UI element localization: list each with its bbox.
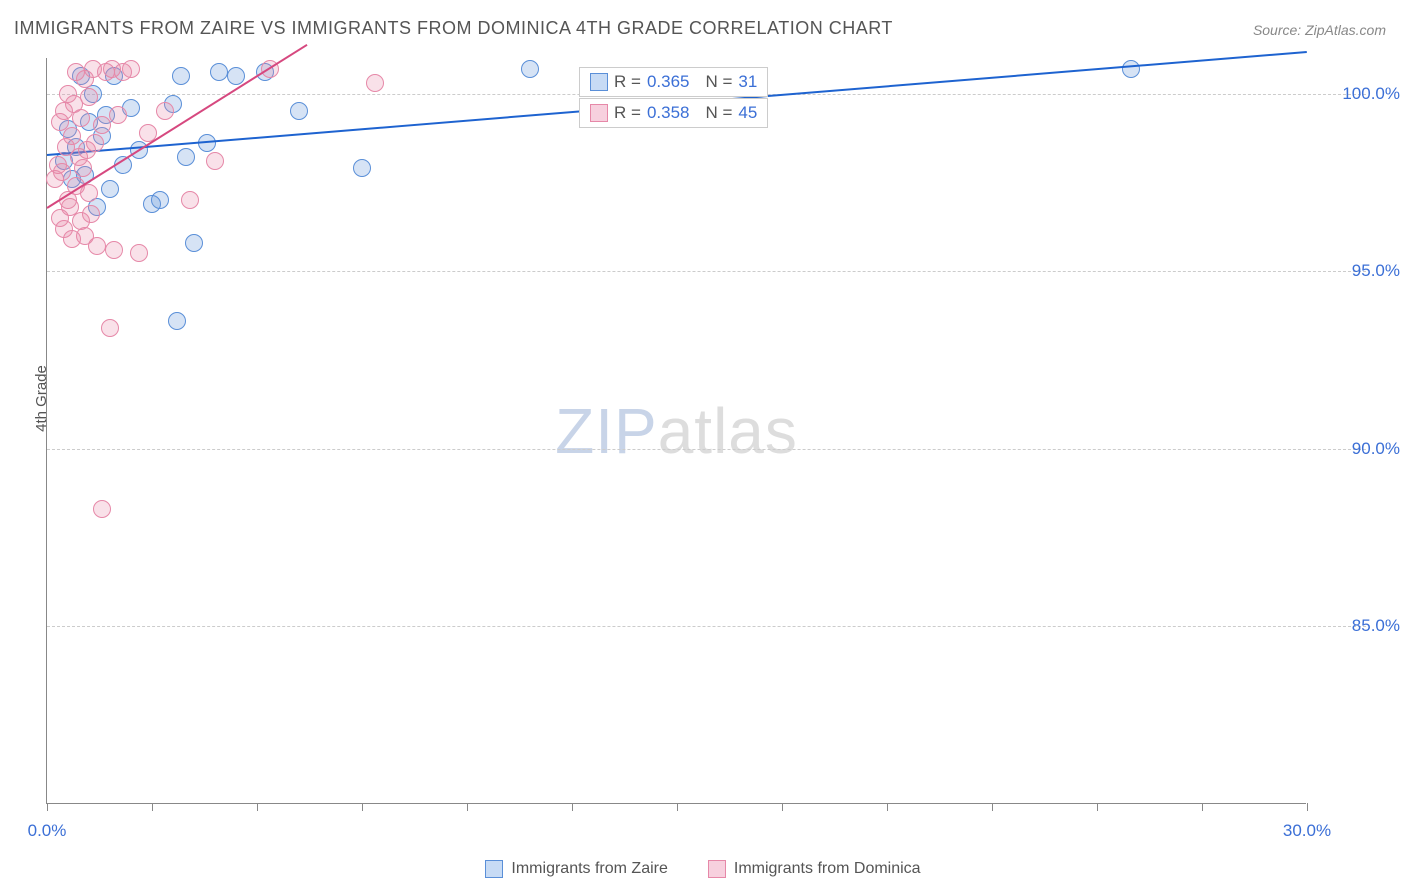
data-point-zaire <box>168 312 186 330</box>
data-point-zaire <box>177 148 195 166</box>
data-point-dominica <box>366 74 384 92</box>
legend-label: Immigrants from Dominica <box>734 860 921 878</box>
x-tick <box>992 803 993 811</box>
x-tick <box>257 803 258 811</box>
legend-item-dominica: Immigrants from Dominica <box>708 860 921 878</box>
data-point-dominica <box>101 319 119 337</box>
x-tick <box>467 803 468 811</box>
x-tick <box>1307 803 1308 811</box>
stats-n-value: 45 <box>738 103 757 123</box>
x-tick <box>782 803 783 811</box>
scatter-plot: ZIPatlas 100.0%95.0%90.0%85.0%0.0%30.0%R… <box>46 58 1306 804</box>
stats-r-value: 0.358 <box>647 103 690 123</box>
x-tick <box>572 803 573 811</box>
x-tick <box>887 803 888 811</box>
data-point-dominica <box>80 88 98 106</box>
watermark-part1: ZIP <box>555 395 658 467</box>
data-point-zaire <box>210 63 228 81</box>
watermark-part2: atlas <box>658 395 798 467</box>
data-point-dominica <box>82 205 100 223</box>
y-tick-label: 95.0% <box>1312 261 1400 281</box>
data-point-dominica <box>53 163 71 181</box>
x-tick <box>362 803 363 811</box>
grid-line <box>47 449 1366 450</box>
data-point-dominica <box>86 134 104 152</box>
chart-title: IMMIGRANTS FROM ZAIRE VS IMMIGRANTS FROM… <box>14 18 893 39</box>
legend: Immigrants from Zaire Immigrants from Dom… <box>0 860 1406 878</box>
stats-swatch-zaire <box>590 73 608 91</box>
stats-r-label: R = <box>614 72 641 92</box>
stats-r-label: R = <box>614 103 641 123</box>
data-point-dominica <box>206 152 224 170</box>
data-point-dominica <box>74 159 92 177</box>
data-point-dominica <box>181 191 199 209</box>
data-point-zaire <box>227 67 245 85</box>
y-tick-label: 100.0% <box>1312 84 1400 104</box>
x-tick <box>152 803 153 811</box>
data-point-dominica <box>93 116 111 134</box>
x-tick-label: 0.0% <box>28 821 67 841</box>
data-point-zaire <box>101 180 119 198</box>
source-attribution: Source: ZipAtlas.com <box>1253 22 1386 38</box>
data-point-dominica <box>122 60 140 78</box>
data-point-zaire <box>521 60 539 78</box>
legend-item-zaire: Immigrants from Zaire <box>485 860 667 878</box>
data-point-zaire <box>290 102 308 120</box>
data-point-zaire <box>1122 60 1140 78</box>
grid-line <box>47 626 1366 627</box>
x-tick <box>1097 803 1098 811</box>
x-tick-label: 30.0% <box>1283 821 1331 841</box>
y-tick-label: 85.0% <box>1312 616 1400 636</box>
x-tick <box>47 803 48 811</box>
legend-swatch-zaire <box>485 860 503 878</box>
stats-n-label: N = <box>705 72 732 92</box>
grid-line <box>47 271 1366 272</box>
data-point-zaire <box>172 67 190 85</box>
x-tick <box>1202 803 1203 811</box>
x-tick <box>677 803 678 811</box>
stats-r-value: 0.365 <box>647 72 690 92</box>
stats-n-value: 31 <box>738 72 757 92</box>
data-point-dominica <box>109 106 127 124</box>
legend-label: Immigrants from Zaire <box>511 860 667 878</box>
stats-swatch-dominica <box>590 104 608 122</box>
data-point-dominica <box>72 109 90 127</box>
stats-n-label: N = <box>705 103 732 123</box>
stats-box-zaire: R = 0.365 N = 31 <box>579 67 768 97</box>
legend-swatch-dominica <box>708 860 726 878</box>
data-point-dominica <box>93 500 111 518</box>
data-point-dominica <box>105 241 123 259</box>
data-point-zaire <box>185 234 203 252</box>
data-point-dominica <box>130 244 148 262</box>
data-point-zaire <box>353 159 371 177</box>
data-point-zaire <box>151 191 169 209</box>
data-point-dominica <box>63 127 81 145</box>
stats-box-dominica: R = 0.358 N = 45 <box>579 98 768 128</box>
y-tick-label: 90.0% <box>1312 439 1400 459</box>
data-point-dominica <box>88 237 106 255</box>
data-point-dominica <box>156 102 174 120</box>
watermark: ZIPatlas <box>555 394 798 468</box>
